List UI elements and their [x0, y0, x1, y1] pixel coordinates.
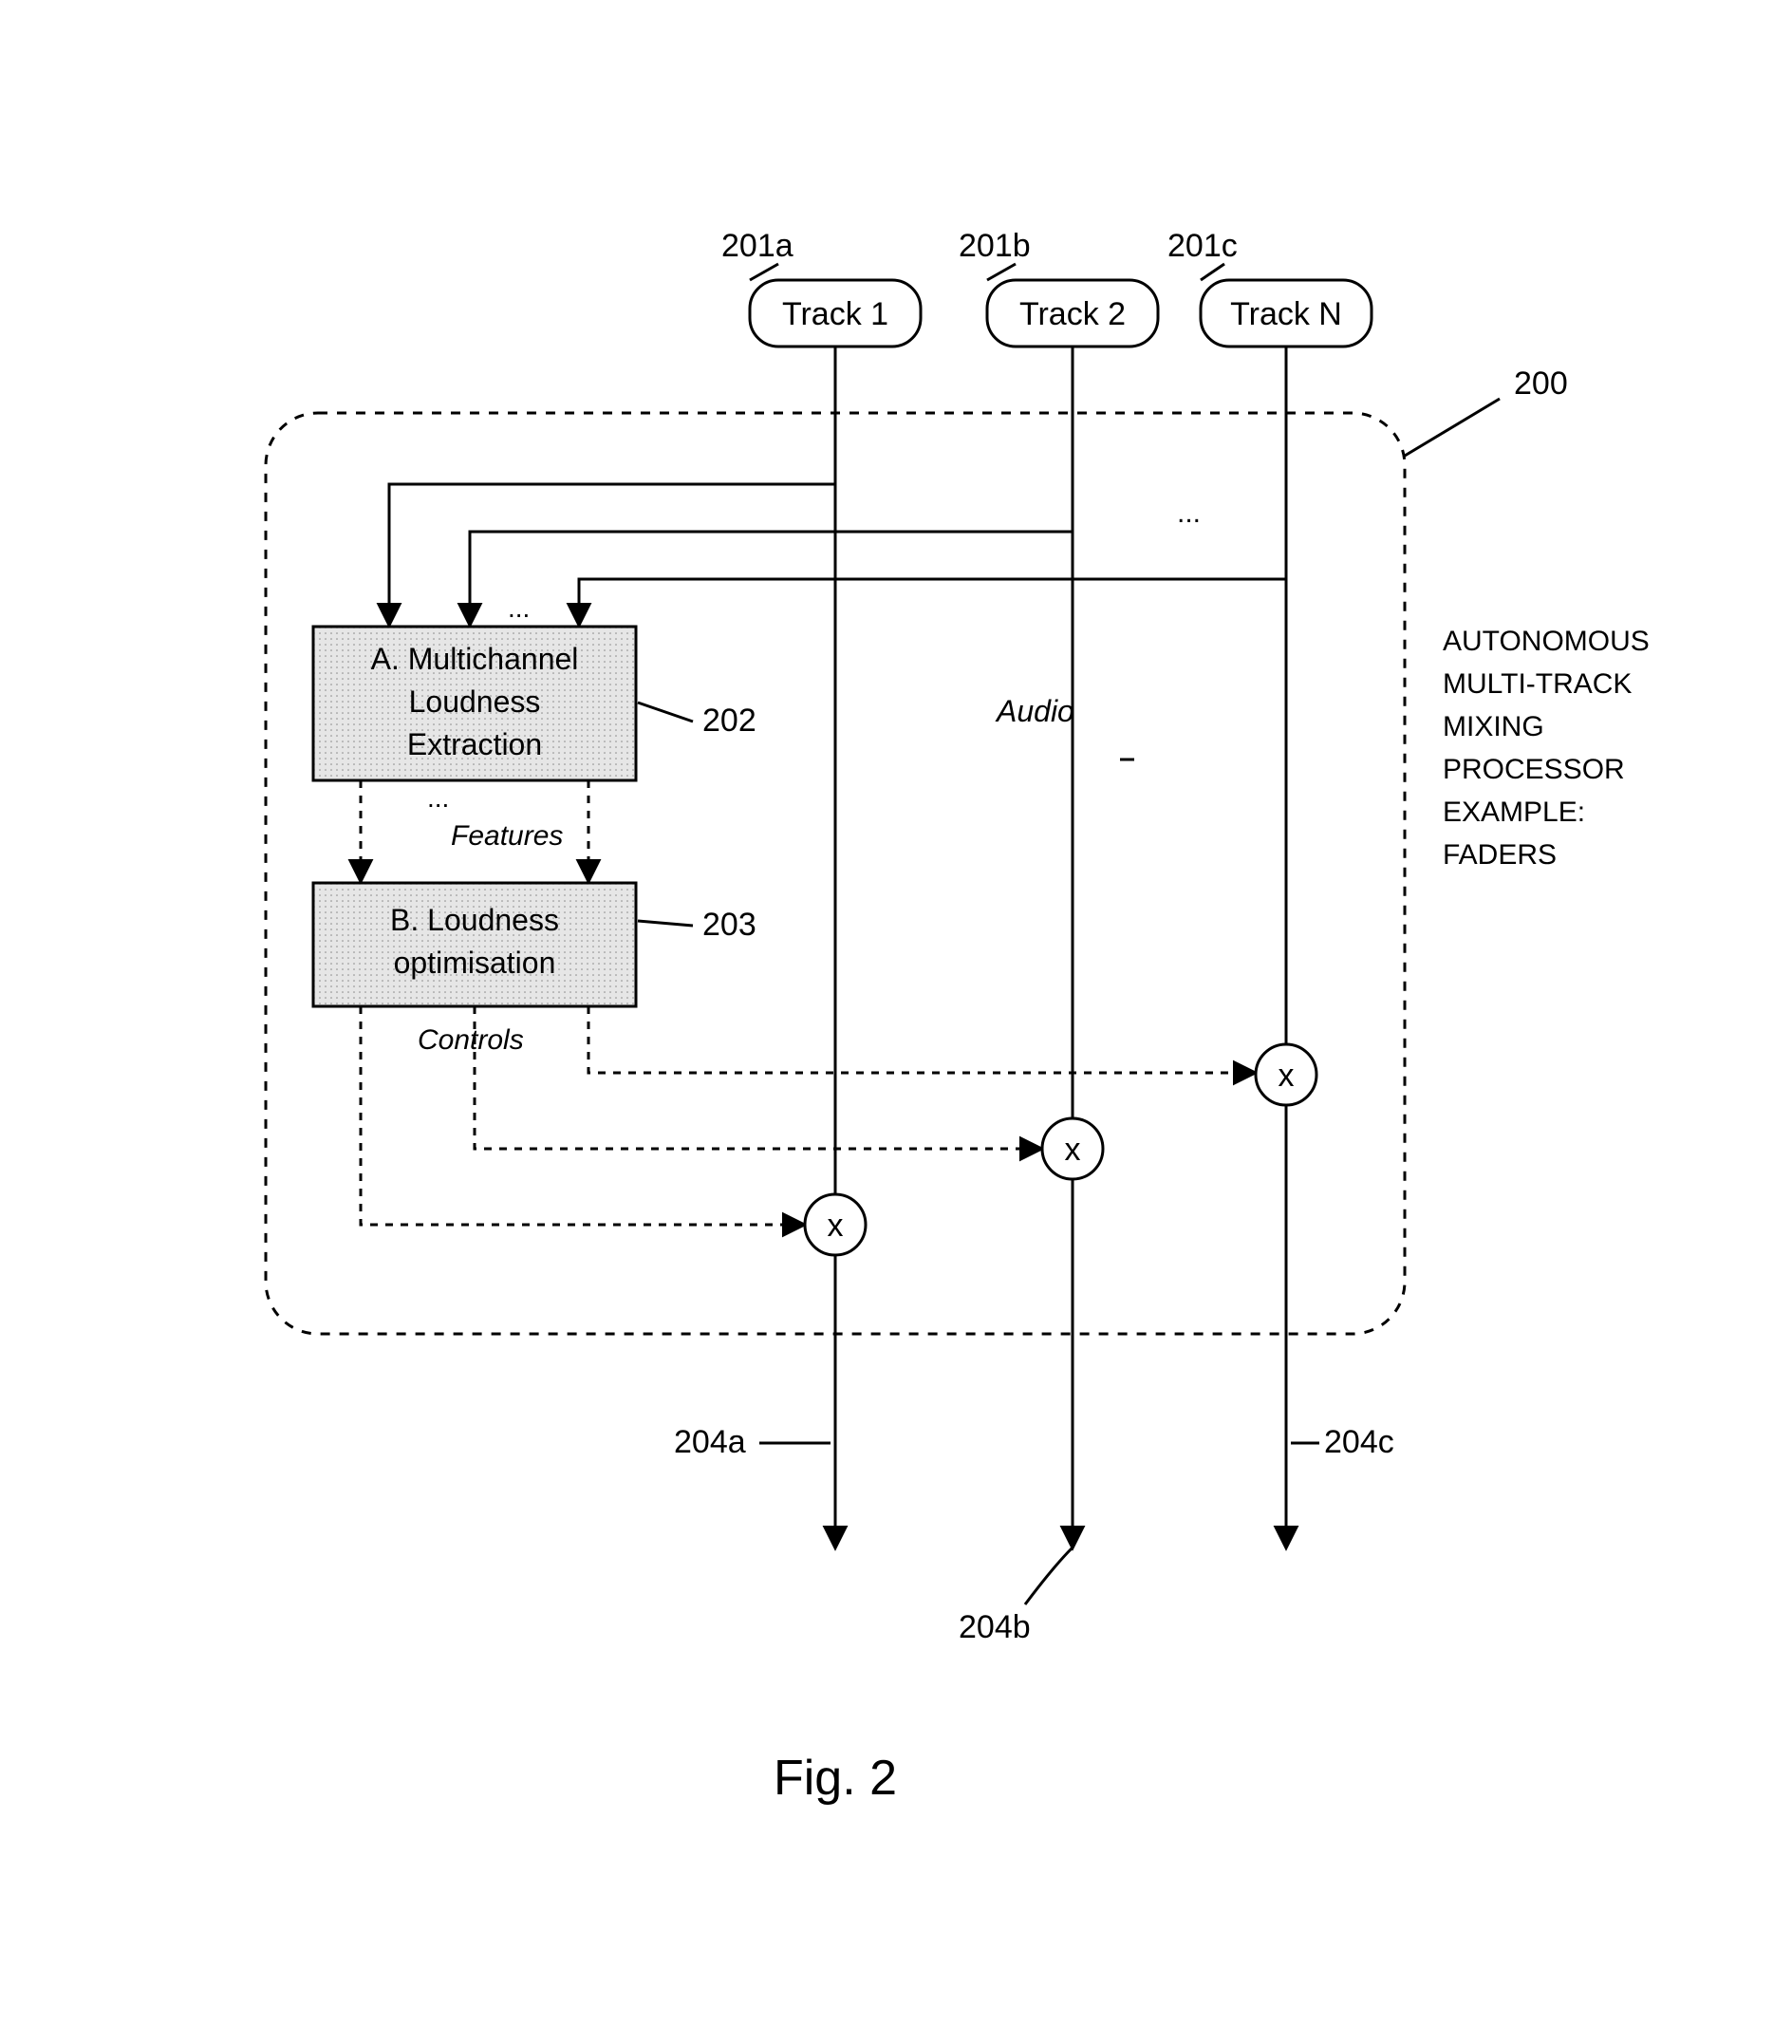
block-extraction: A. Multichannel Loudness Extraction — [313, 627, 636, 780]
ref-204c: 204c — [1324, 1424, 1394, 1460]
svg-text:Extraction: Extraction — [407, 727, 542, 761]
svg-text:Track N: Track N — [1230, 296, 1342, 332]
svg-text:Track 1: Track 1 — [782, 296, 888, 332]
svg-text:x: x — [1279, 1058, 1295, 1094]
svg-text:EXAMPLE:: EXAMPLE: — [1443, 797, 1585, 828]
svg-text:A. Multichannel: A. Multichannel — [371, 642, 579, 676]
svg-text:FADERS: FADERS — [1443, 839, 1557, 871]
ellipsis-inputs: ... — [1177, 497, 1201, 529]
side-label: AUTONOMOUS MULTI-TRACK MIXING PROCESSOR … — [1443, 626, 1650, 871]
ref-200: 200 — [1514, 366, 1568, 402]
ref-204b: 204b — [959, 1609, 1031, 1645]
svg-text:Track 2: Track 2 — [1019, 296, 1126, 332]
svg-text:Loudness: Loudness — [409, 684, 541, 719]
diagram-canvas: 200 AUTONOMOUS MULTI-TRACK MIXING PROCES… — [0, 0, 1792, 2044]
figure-caption: Fig. 2 — [774, 1751, 897, 1806]
controls-label: Controls — [418, 1024, 524, 1056]
ref-201a: 201a — [721, 228, 793, 264]
multiplier-c: x — [1256, 1044, 1316, 1105]
features-label: Features — [451, 820, 563, 852]
multiplier-a: x — [805, 1194, 866, 1255]
ref-202: 202 — [702, 703, 756, 739]
svg-text:optimisation: optimisation — [394, 946, 556, 980]
svg-text:MIXING: MIXING — [1443, 711, 1544, 742]
audio-label: Audio — [995, 694, 1074, 728]
track-1-input: Track 1 201a — [721, 228, 921, 347]
block-optimisation: B. Loudness optimisation — [313, 883, 636, 1006]
svg-text:PROCESSOR: PROCESSOR — [1443, 754, 1625, 785]
ref-201c: 201c — [1167, 228, 1238, 264]
track-n-input: Track N 201c — [1167, 228, 1372, 347]
svg-text:MULTI-TRACK: MULTI-TRACK — [1443, 668, 1632, 700]
ellipsis-extraction-in: ... — [508, 593, 530, 623]
track-2-input: Track 2 201b — [959, 228, 1158, 347]
multiplier-b: x — [1042, 1118, 1103, 1179]
svg-text:AUTONOMOUS: AUTONOMOUS — [1443, 626, 1650, 657]
ref-203: 203 — [702, 907, 756, 943]
ellipsis-features: ... — [427, 783, 449, 813]
svg-text:x: x — [828, 1208, 844, 1244]
ref-201b: 201b — [959, 228, 1031, 264]
svg-text:x: x — [1065, 1132, 1081, 1168]
svg-text:B. Loudness: B. Loudness — [390, 903, 559, 937]
ref-204a: 204a — [674, 1424, 746, 1460]
